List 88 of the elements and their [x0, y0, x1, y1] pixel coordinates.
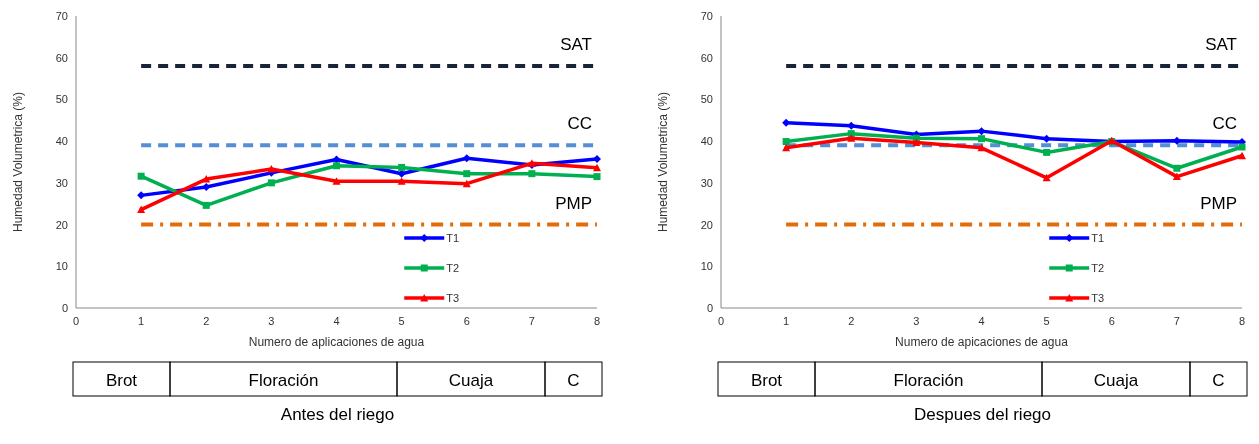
point — [978, 135, 985, 143]
x-axis-title: Numero de apicaciones de agua — [895, 335, 1069, 349]
point — [333, 162, 340, 170]
x-axis-title: Numero de aplicaciones de agua — [248, 335, 425, 349]
y-tick-label: 30 — [700, 176, 713, 189]
point — [977, 143, 986, 152]
y-tick-label: 70 — [55, 10, 68, 22]
y-tick-label: 10 — [55, 260, 68, 273]
y-tick-label: 60 — [700, 51, 713, 64]
ref-line-label: PMP — [555, 193, 592, 213]
point — [977, 127, 986, 136]
point — [202, 175, 211, 183]
y-tick-label: 10 — [700, 260, 713, 273]
point — [202, 183, 211, 192]
x-tick-label: 3 — [268, 315, 275, 327]
point — [267, 179, 275, 187]
ref-line-label: PMP — [1200, 193, 1237, 213]
y-tick-label: 50 — [700, 93, 713, 106]
legend-label: T3 — [1091, 292, 1105, 304]
legend-label: T1 — [446, 232, 460, 244]
y-axis-title: Humedad Volumetrica (%) — [656, 91, 670, 233]
point — [267, 165, 276, 173]
y-tick-label: 40 — [55, 135, 68, 148]
x-tick-label: 5 — [1043, 315, 1050, 327]
x-tick-label: 7 — [528, 315, 535, 327]
x-tick-label: 0 — [72, 315, 80, 327]
y-axis-title: Humedad Volumetrica (%) — [11, 91, 25, 233]
ref-line-label: SAT — [1205, 35, 1237, 55]
legend-label: T2 — [1091, 262, 1105, 274]
point — [1238, 143, 1246, 151]
point — [593, 155, 601, 164]
phenology-table: Brot Floración Cuaja C — [72, 361, 603, 397]
y-tick-label: 20 — [55, 218, 68, 231]
point — [528, 170, 536, 178]
point — [1173, 164, 1181, 172]
text: Despues del riego — [913, 405, 1052, 424]
point — [847, 134, 856, 142]
point — [137, 205, 146, 214]
point — [1042, 173, 1051, 182]
point — [847, 121, 856, 130]
ref-line-label: CC — [567, 114, 592, 134]
point — [397, 169, 406, 178]
x-tick-label: 3 — [913, 315, 920, 327]
point — [462, 179, 471, 188]
point — [202, 201, 210, 209]
x-tick-label: 2 — [203, 315, 210, 327]
y-tick-label: 0 — [706, 302, 713, 314]
y-tick-label: 40 — [700, 135, 713, 148]
text: Antes del riego — [280, 405, 395, 424]
x-tick-label: 6 — [1108, 315, 1115, 327]
point — [593, 173, 601, 181]
point — [1238, 151, 1246, 160]
x-tick-label: 1 — [783, 315, 790, 327]
point — [137, 172, 145, 180]
point — [782, 138, 790, 146]
point — [332, 177, 341, 185]
y-tick-label: 60 — [55, 51, 68, 64]
y-tick-label: 50 — [55, 93, 68, 106]
y-tick-label: 0 — [61, 302, 68, 314]
x-tick-label: 4 — [978, 315, 985, 327]
point — [463, 170, 471, 178]
point — [1172, 172, 1181, 181]
point — [398, 163, 406, 171]
x-tick-label: 4 — [333, 315, 340, 327]
x-tick-label: 7 — [1173, 315, 1180, 327]
point — [397, 177, 406, 185]
x-tick-label: 8 — [593, 315, 601, 327]
y-tick-label: 30 — [55, 176, 68, 189]
phenology-table: Brot Floración Cuaja C — [717, 361, 1248, 397]
x-tick-label: 8 — [1238, 315, 1246, 327]
x-tick-label: 6 — [463, 315, 470, 327]
x-tick-label: 0 — [717, 315, 725, 327]
x-tick-label: 1 — [138, 315, 145, 327]
y-tick-label: 70 — [700, 10, 713, 22]
point — [137, 191, 146, 200]
legend-label: T1 — [1091, 232, 1105, 244]
point — [1043, 148, 1051, 156]
x-tick-label: 2 — [848, 315, 855, 327]
point — [847, 130, 855, 138]
y-tick-label: 20 — [700, 218, 713, 231]
x-tick-label: 5 — [398, 315, 405, 327]
ref-line-label: SAT — [560, 35, 592, 55]
legend-label: T2 — [446, 262, 460, 274]
point — [782, 143, 791, 152]
legend-label: T3 — [446, 292, 460, 304]
point — [912, 138, 921, 146]
ref-line-label: CC — [1212, 114, 1237, 134]
point — [462, 154, 471, 163]
